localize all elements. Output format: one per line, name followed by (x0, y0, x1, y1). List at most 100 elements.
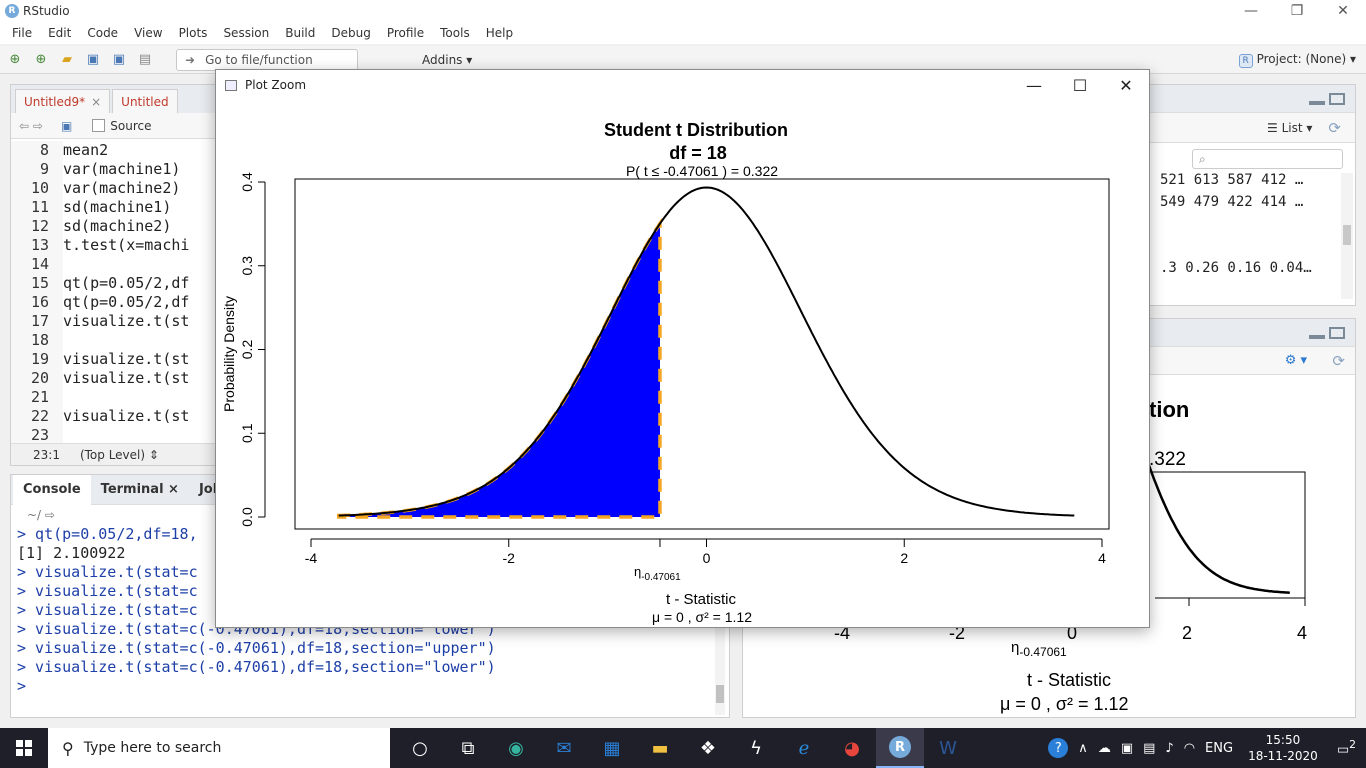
dropbox-icon[interactable]: ❖ (699, 737, 717, 759)
mail-icon[interactable]: ✉ (556, 737, 572, 759)
notification-icon[interactable]: ▭2 (1336, 738, 1356, 758)
code-line[interactable]: 19 visualize.t(st (11, 350, 729, 369)
tab-untitled[interactable]: Untitled (112, 89, 178, 113)
new-project-icon[interactable]: ⊕ (35, 52, 47, 67)
menu-tools[interactable]: Tools (440, 26, 470, 40)
close-button[interactable]: ✕ (1337, 3, 1349, 19)
wifi-icon[interactable]: ◠ (1183, 740, 1196, 756)
code-text[interactable]: visualize.t(st (63, 350, 190, 368)
tab-terminal[interactable]: Terminal × (100, 482, 179, 497)
code-line[interactable]: 11 sd(machine1) (11, 198, 729, 217)
minimize-pane-icon[interactable] (1309, 335, 1325, 339)
help-icon[interactable]: ? (1048, 738, 1069, 758)
cortana-icon[interactable]: ○ (412, 737, 428, 759)
code-line[interactable]: 15 qt(p=0.05/2,df (11, 274, 729, 293)
chrome-icon[interactable]: ◕ (844, 737, 860, 759)
close-button[interactable]: ✕ (1119, 75, 1133, 95)
code-text[interactable]: var(machine2) (63, 179, 181, 197)
minimize-button[interactable]: — (1244, 3, 1258, 19)
internet-explorer-icon[interactable]: ℯ (798, 737, 810, 759)
save-icon[interactable]: ▣ (60, 118, 73, 133)
console-output[interactable]: > qt(p=0.05/2,df=18, [1] 2.100922 > visual… (11, 525, 729, 696)
menu-session[interactable]: Session (223, 26, 270, 40)
save-all-icon[interactable]: ▣ (112, 52, 126, 67)
file-explorer-icon[interactable]: ▬ (651, 737, 669, 759)
code-line[interactable]: 13 t.test(x=machi (11, 236, 729, 255)
open-file-icon[interactable]: ▰ (62, 52, 72, 67)
code-line[interactable]: 14 (11, 255, 729, 274)
code-text[interactable]: sd(machine1) (63, 198, 172, 216)
code-text[interactable]: visualize.t(st (63, 312, 190, 330)
menu-code[interactable]: Code (87, 26, 119, 40)
code-line[interactable]: 20 visualize.t(st (11, 369, 729, 388)
maximize-pane-icon[interactable] (1329, 93, 1345, 105)
environment-scrollbar[interactable] (1341, 173, 1353, 299)
taskbar-search-input[interactable]: ⚲ Type here to search (48, 728, 390, 768)
menu-build[interactable]: Build (285, 26, 316, 40)
language-indicator[interactable]: ENG (1205, 740, 1234, 756)
tab-console[interactable]: Console (13, 474, 91, 505)
code-text[interactable]: qt(p=0.05/2,df (63, 293, 190, 311)
menu-plots[interactable]: Plots (178, 26, 208, 40)
source-on-save-checkbox[interactable] (92, 119, 106, 132)
rstudio-taskbar-icon[interactable]: R (876, 728, 924, 768)
tray-app-icon[interactable]: ▣ (1120, 740, 1134, 756)
word-icon[interactable]: W (939, 737, 957, 759)
code-line[interactable]: 12 sd(machine2) (11, 217, 729, 236)
code-line[interactable]: 23 (11, 426, 729, 445)
scope-selector[interactable]: (Top Level) ⇕ (79, 447, 159, 462)
code-text[interactable]: sd(machine2) (63, 217, 172, 235)
store-icon[interactable]: ▦ (603, 737, 621, 759)
task-view-icon[interactable]: ⧉ (461, 737, 475, 759)
environment-search-input[interactable]: ⌕ (1192, 149, 1343, 169)
code-text[interactable]: qt(p=0.05/2,df (63, 274, 190, 292)
refresh-icon[interactable]: ⟳ (1332, 352, 1345, 370)
start-button[interactable] (0, 728, 48, 768)
list-view-menu[interactable]: ☰ List ▾ (1267, 120, 1313, 135)
minimize-pane-icon[interactable] (1309, 101, 1325, 105)
new-file-icon[interactable]: ⊕ (9, 52, 21, 67)
edge-icon[interactable]: ◉ (508, 737, 524, 759)
code-text[interactable]: mean2 (63, 141, 109, 159)
code-text[interactable]: visualize.t(st (63, 407, 190, 425)
code-line[interactable]: 17 visualize.t(st (11, 312, 729, 331)
menu-file[interactable]: File (12, 26, 33, 40)
scroll-thumb[interactable] (1343, 225, 1351, 245)
tab-close-icon[interactable]: × (91, 94, 102, 109)
maximize-button[interactable]: ☐ (1072, 75, 1088, 95)
menu-help[interactable]: Help (485, 26, 514, 40)
menu-view[interactable]: View (134, 26, 163, 40)
code-line[interactable]: 18 (11, 331, 729, 350)
tray-app-icon[interactable]: ▤ (1143, 740, 1156, 756)
print-icon[interactable]: ▤ (138, 52, 152, 67)
code-editor[interactable]: 8 mean2 9 var(machine1) 10 var(machine2) 11 sd(… (11, 141, 729, 445)
code-text[interactable]: visualize.t(st (63, 369, 190, 387)
code-line[interactable]: 9 var(machine1) (11, 160, 729, 179)
minimize-button[interactable]: — (1026, 75, 1042, 95)
menu-debug[interactable]: Debug (331, 26, 371, 40)
working-directory[interactable]: ~/ ⇨ (27, 508, 55, 522)
code-line[interactable]: 16 qt(p=0.05/2,df (11, 293, 729, 312)
code-line[interactable]: 8 mean2 (11, 141, 729, 160)
code-text[interactable]: t.test(x=machi (63, 236, 190, 254)
menu-profile[interactable]: Profile (386, 26, 425, 40)
scroll-thumb[interactable] (716, 685, 724, 703)
refresh-icon[interactable]: ⟳ (1328, 118, 1341, 137)
addins-menu[interactable]: Addins ▾ (422, 52, 473, 67)
tray-chevron-icon[interactable]: ∧ (1078, 740, 1088, 756)
maximize-pane-icon[interactable] (1329, 327, 1345, 339)
code-line[interactable]: 21 (11, 388, 729, 407)
publish-icon[interactable]: ⚙ ▾ (1284, 353, 1307, 368)
save-icon[interactable]: ▣ (86, 52, 100, 67)
code-text[interactable]: var(machine1) (63, 160, 181, 178)
tab-untitled9[interactable]: Untitled9* × (15, 89, 111, 113)
restore-button[interactable]: ❐ (1290, 3, 1304, 19)
code-line[interactable]: 22 visualize.t(st (11, 407, 729, 426)
onedrive-icon[interactable]: ☁ (1097, 740, 1111, 756)
app-icon[interactable]: ϟ (750, 737, 762, 759)
menu-edit[interactable]: Edit (48, 26, 72, 40)
volume-icon[interactable]: ♪ (1165, 740, 1174, 756)
back-forward-icon[interactable]: ⇦ ⇨ (19, 118, 43, 133)
goto-file-input[interactable]: ➜ Go to file/function (176, 48, 358, 71)
code-line[interactable]: 10 var(machine2) (11, 179, 729, 198)
